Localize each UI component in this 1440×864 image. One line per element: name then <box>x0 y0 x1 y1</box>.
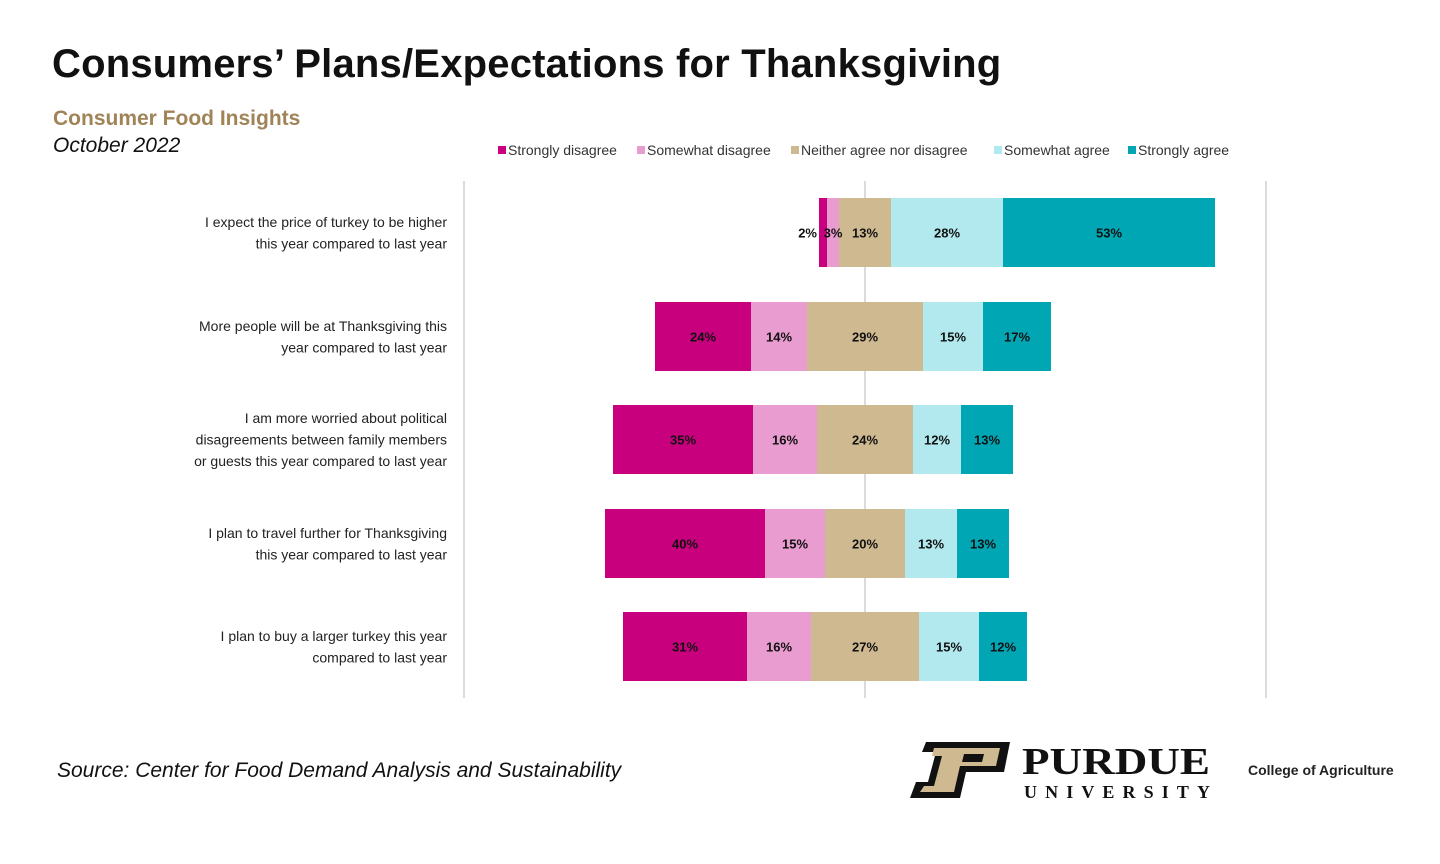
legend-swatch <box>498 146 506 154</box>
category-label: I am more worried about political <box>245 410 447 426</box>
category-label: or guests this year compared to last yea… <box>194 453 447 469</box>
category-label: this year compared to last year <box>256 546 448 562</box>
purdue-wordmark: PURDUE <box>1022 741 1210 783</box>
bar-segment <box>961 405 1013 474</box>
bar-segment <box>913 405 961 474</box>
bar-value-label: 24% <box>690 330 716 345</box>
bar-segment <box>979 612 1027 681</box>
bar-segments <box>605 198 1215 681</box>
bar-segment <box>623 612 747 681</box>
bar-value-label: 24% <box>852 433 878 448</box>
bar-value-label: 13% <box>974 433 1000 448</box>
legend-label: Somewhat agree <box>1004 142 1110 158</box>
bar-value-label: 40% <box>672 537 698 552</box>
bar-segment <box>827 198 839 267</box>
legend-label: Neither agree nor disagree <box>801 142 968 158</box>
college-label: College of Agriculture <box>1248 762 1394 778</box>
category-label: year compared to last year <box>281 339 447 355</box>
bar-value-label: 14% <box>766 330 792 345</box>
legend-label: Strongly disagree <box>508 142 617 158</box>
bar-segment <box>957 509 1009 578</box>
chart-legend: Strongly disagree Somewhat disagree Neithe… <box>498 142 1229 158</box>
bar-segment <box>819 198 827 267</box>
legend-swatch <box>1128 146 1136 154</box>
legend-swatch <box>637 146 645 154</box>
bar-segment <box>655 302 751 371</box>
bar-value-label: 15% <box>782 537 808 552</box>
university-wordmark: UNIVERSITY <box>1024 782 1210 802</box>
bar-segment <box>751 302 807 371</box>
bar-segment <box>605 509 765 578</box>
bar-value-label: 20% <box>852 537 878 552</box>
purdue-logo: PURDUE UNIVERSITY <box>910 741 1210 802</box>
legend-label: Strongly agree <box>1138 142 1229 158</box>
bar-value-label: 17% <box>1004 330 1030 345</box>
bar-value-label: 27% <box>852 640 878 655</box>
bar-value-label: 15% <box>936 640 962 655</box>
purdue-p-icon <box>910 742 1010 798</box>
bar-value-label: 28% <box>934 226 960 241</box>
bar-segment <box>825 509 905 578</box>
bar-value-label: 15% <box>940 330 966 345</box>
bar-value-label: 29% <box>852 330 878 345</box>
bar-value-label: 13% <box>852 226 878 241</box>
bar-value-label: 31% <box>672 640 698 655</box>
bar-segment <box>983 302 1051 371</box>
bar-segment <box>1003 198 1215 267</box>
bar-segment <box>753 405 817 474</box>
legend-swatch <box>791 146 799 154</box>
bar-segment <box>839 198 891 267</box>
chart-date: October 2022 <box>53 134 181 157</box>
bar-segment <box>811 612 919 681</box>
bar-value-label: 35% <box>670 433 696 448</box>
category-label: compared to last year <box>312 649 447 665</box>
bar-value-label: 12% <box>990 640 1016 655</box>
bar-segment <box>919 612 979 681</box>
bar-segment <box>807 302 923 371</box>
bar-value-label: 13% <box>970 537 996 552</box>
legend-swatch <box>994 146 1002 154</box>
bar-value-label: 16% <box>766 640 792 655</box>
bar-segment <box>891 198 1003 267</box>
chart-title: Consumers’ Plans/Expectations for Thanks… <box>52 42 1002 86</box>
chart-subtitle: Consumer Food Insights <box>53 107 301 130</box>
bar-value-label: 13% <box>918 537 944 552</box>
bar-segment <box>905 509 957 578</box>
bar-segment <box>765 509 825 578</box>
category-label: I plan to buy a larger turkey this year <box>221 628 448 644</box>
value-labels: 2% 3% 13% 28% 53% 24% 14% 29% 15% 17% 35% 16% 24% 12%… <box>670 226 1122 655</box>
category-label: I expect the price of turkey to be highe… <box>205 214 447 230</box>
category-label: More people will be at Thanksgiving this <box>199 318 447 334</box>
bar-value-label: 53% <box>1096 226 1122 241</box>
bar-value-label: 2% <box>798 226 817 241</box>
category-label: disagreements between family members <box>196 432 447 448</box>
bar-value-label: 16% <box>772 433 798 448</box>
bar-segment <box>613 405 753 474</box>
source-note: Source: Center for Food Demand Analysis … <box>57 759 622 782</box>
category-labels: I expect the price of turkey to be highe… <box>194 214 447 666</box>
bar-segment <box>747 612 811 681</box>
legend-label: Somewhat disagree <box>647 142 771 158</box>
bar-value-label: 3% <box>824 226 843 241</box>
category-label: this year compared to last year <box>256 235 448 251</box>
category-label: I plan to travel further for Thanksgivin… <box>208 525 447 541</box>
bar-segment <box>923 302 983 371</box>
bar-value-label: 12% <box>924 433 950 448</box>
bar-segment <box>817 405 913 474</box>
